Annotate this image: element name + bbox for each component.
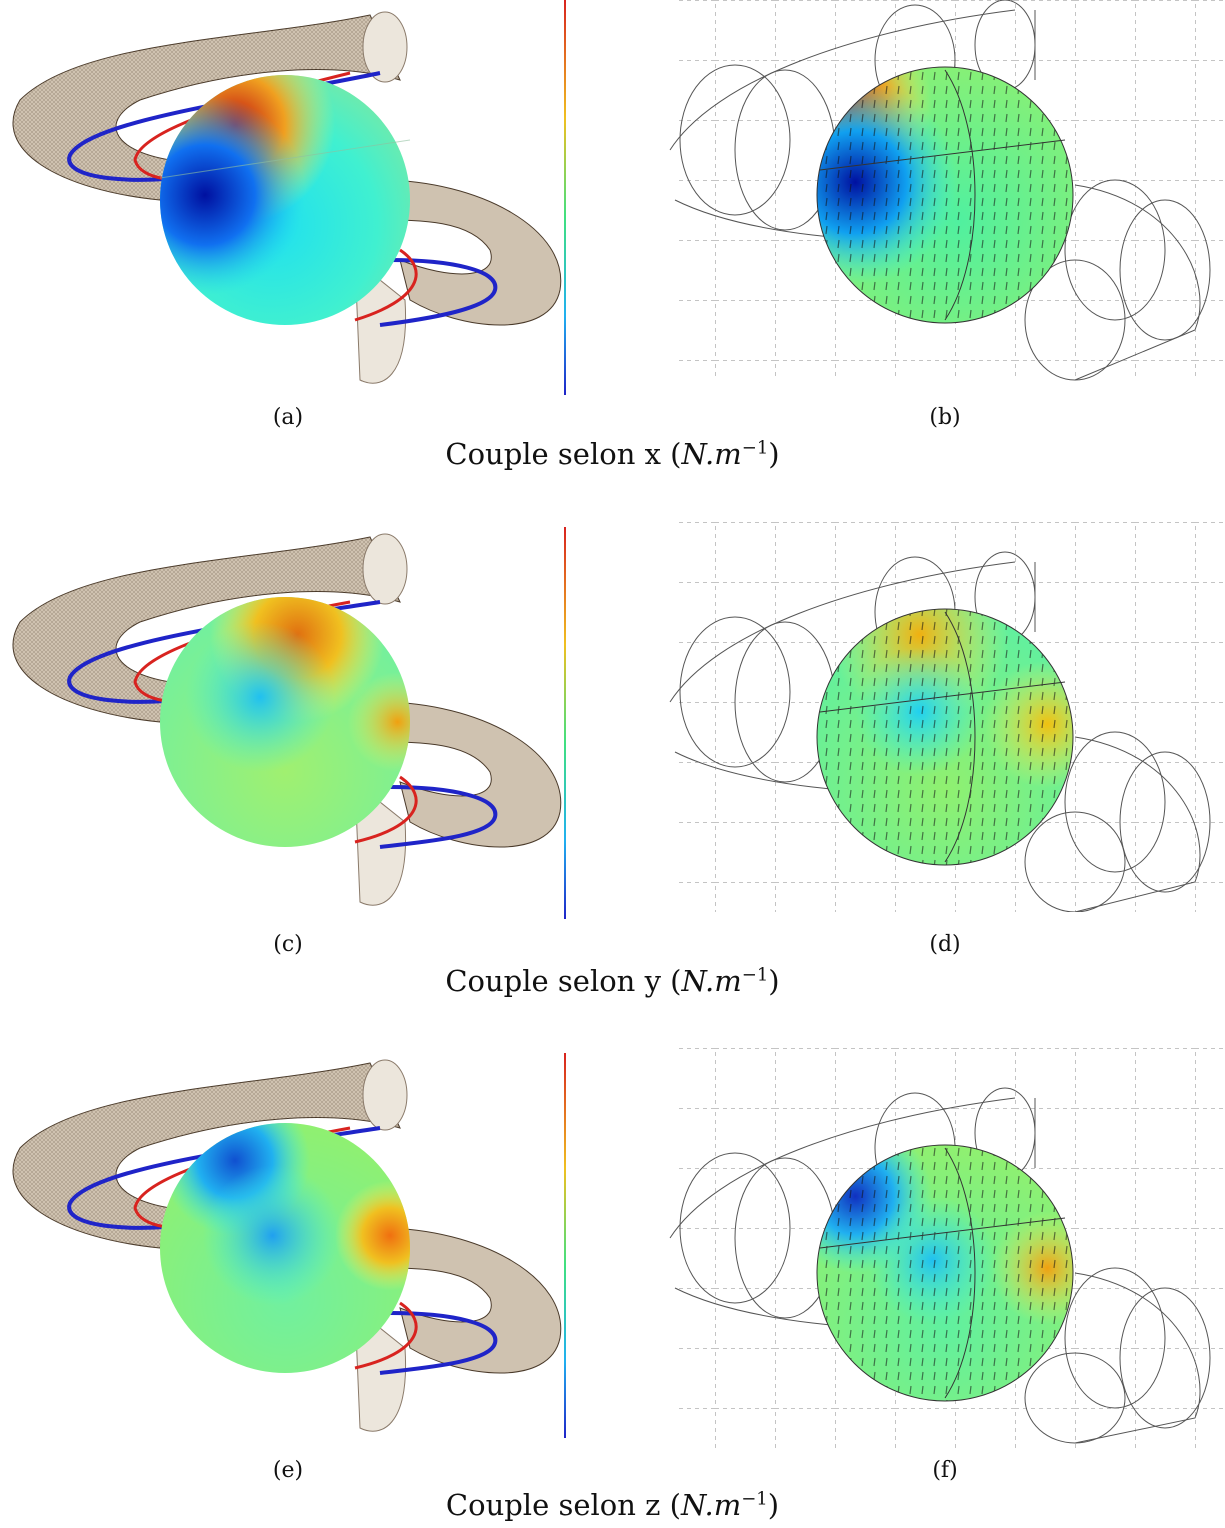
wireframe-render-f [669,1048,1225,1448]
colorbar [564,0,566,395]
caption-x: Couple selon x (N.m−1) [445,437,780,471]
caption-y: Couple selon y (N.m−1) [445,964,780,998]
torus-render-e [12,1053,566,1438]
coil-blue-lower [379,258,498,327]
coil-red-lower [354,248,418,322]
torus-render-a [12,0,566,395]
panel-c-torus-sphere [0,522,600,922]
sublabel-f: (f) [932,1458,958,1483]
panel-d-wireframe-sphere [655,522,1225,912]
figure-row-3: (e) (f) Couple selon z (N.m−1) [0,1048,1225,1528]
wireframe-render-d [669,522,1225,912]
panel-b-wireframe-sphere [655,0,1225,390]
figure-row-2: (c) (d) Couple selon y (N.m−1) [0,522,1225,1012]
panel-a-torus-sphere [0,0,600,400]
sublabel-d: (d) [929,932,961,957]
wireframe-render-b [669,0,1225,381]
figure-row-1: (a) (b) Couple selon x (N.m−1) [0,0,1225,490]
sublabel-a: (a) [272,405,304,430]
torus-lower [379,179,562,326]
torus-render-c [12,527,566,919]
sublabel-c: (c) [273,932,303,957]
caption-z: Couple selon z (N.m−1) [445,1488,780,1522]
sublabel-b: (b) [929,405,961,430]
sublabel-e: (e) [272,1458,304,1483]
panel-f-wireframe-sphere [655,1048,1225,1448]
panel-e-torus-sphere [0,1048,600,1443]
